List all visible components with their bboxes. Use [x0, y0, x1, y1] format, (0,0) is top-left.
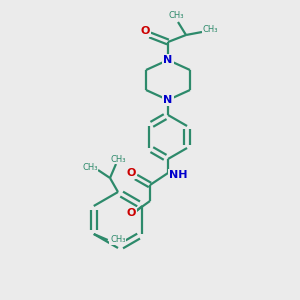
- Text: O: O: [126, 208, 136, 218]
- Text: NH: NH: [169, 170, 187, 180]
- Text: CH₃: CH₃: [82, 164, 98, 172]
- Text: O: O: [140, 26, 150, 36]
- Text: CH₃: CH₃: [110, 154, 126, 164]
- Text: CH₃: CH₃: [110, 236, 125, 244]
- Text: N: N: [164, 95, 172, 105]
- Text: N: N: [164, 55, 172, 65]
- Text: CH₃: CH₃: [202, 25, 218, 34]
- Text: CH₃: CH₃: [168, 11, 184, 20]
- Text: O: O: [126, 168, 136, 178]
